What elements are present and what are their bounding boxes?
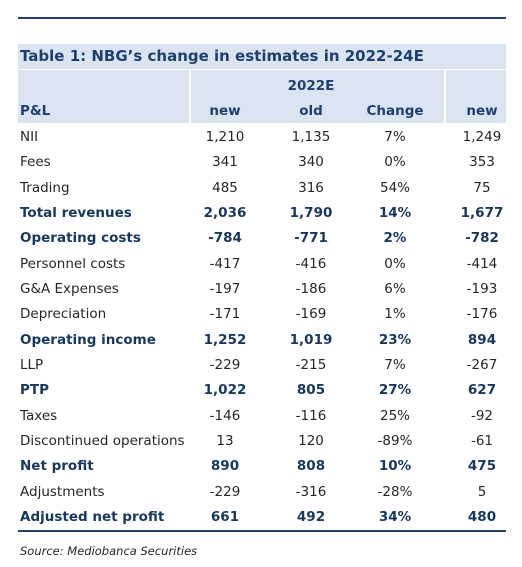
value-cell: 13 [216,432,234,449]
value-cell: -229 [209,483,241,500]
row-label: Adjustments [20,483,105,500]
value-cell: -171 [209,306,241,323]
value-cell: 0% [384,154,406,171]
value-cell: 894 [467,331,497,348]
value-cell: 1,790 [289,204,333,221]
row-label: Trading [20,179,70,196]
value-cell: -92 [470,407,494,424]
value-cell: 492 [296,508,326,525]
value-cell: 890 [210,458,240,475]
row-label: NII [20,129,39,145]
value-cell: 1,022 [203,382,247,399]
value-cell: 25% [379,407,411,424]
column-header: P&L [20,103,51,119]
value-cell: 0% [384,255,406,272]
row-label: Adjusted net profit [20,508,165,525]
top-rule [18,17,506,19]
header-divider [18,69,506,70]
value-cell: -267 [466,356,498,373]
value-cell: 627 [467,382,497,399]
column-divider [189,70,191,123]
value-cell: 1% [384,306,406,323]
header-band [18,44,506,123]
value-cell: -146 [209,407,241,424]
value-cell: -61 [470,432,494,449]
value-cell: 54% [379,179,411,196]
value-cell: 808 [296,458,326,475]
row-label: Net profit [20,458,94,475]
row-label: G&A Expenses [20,280,119,297]
value-cell: 316 [298,179,324,196]
value-cell: 353 [469,154,495,171]
value-cell: 340 [298,154,324,171]
row-label: LLP [20,356,44,373]
group-header: 2022E [287,78,335,94]
row-label: Depreciation [20,306,107,323]
value-cell: 34% [378,508,412,525]
value-cell: -169 [295,306,327,323]
value-cell: -414 [466,255,498,272]
row-label: Operating costs [20,230,141,247]
value-cell: 6% [384,280,406,297]
value-cell: -784 [208,230,242,247]
value-cell: 5 [477,483,487,500]
value-cell: 1,252 [203,331,247,348]
value-cell: -193 [466,280,498,297]
value-cell: 120 [298,432,324,449]
value-cell: 1,677 [460,204,504,221]
value-cell: 480 [467,508,497,525]
value-cell: -89% [377,432,413,449]
row-label: Discontinued operations [20,432,185,449]
value-cell: -186 [295,280,327,297]
row-label: Operating income [20,331,156,348]
value-cell: -116 [295,407,327,424]
table-title: Table 1: NBG’s change in estimates in 20… [20,47,424,65]
value-cell: 7% [384,129,406,145]
column-header: Change [366,103,424,119]
column-header: new [466,103,498,119]
value-cell: 475 [467,458,497,475]
value-cell: -316 [295,483,327,500]
value-cell: -176 [466,306,498,323]
value-cell: -417 [209,255,241,272]
value-cell: -782 [465,230,499,247]
row-label: Taxes [20,407,58,424]
value-cell: 2,036 [203,204,247,221]
row-label: Fees [20,154,51,171]
value-cell: 10% [378,458,412,475]
value-cell: 1,135 [291,129,331,145]
source-note: Source: Mediobanca Securities [20,544,198,558]
value-cell: 341 [212,154,238,171]
value-cell: 7% [384,356,406,373]
value-cell: -416 [295,255,327,272]
row-label: PTP [20,382,49,399]
value-cell: 1,019 [289,331,333,348]
value-cell: 2% [383,230,407,247]
row-label: Personnel costs [20,255,126,272]
value-cell: 805 [296,382,326,399]
value-cell: 27% [378,382,412,399]
value-cell: 23% [378,331,412,348]
value-cell: -197 [209,280,241,297]
value-cell: 14% [378,204,412,221]
value-cell: 485 [212,179,238,196]
column-header: old [299,103,323,119]
value-cell: 75 [473,179,491,196]
value-cell: -229 [209,356,241,373]
value-cell: 661 [210,508,240,525]
row-label: Total revenues [20,204,132,221]
column-divider [444,70,446,123]
value-cell: 1,210 [205,129,245,145]
bottom-rule [18,530,506,532]
column-header: new [209,103,241,119]
value-cell: -215 [295,356,327,373]
value-cell: 1,249 [462,129,502,145]
value-cell: -771 [294,230,328,247]
value-cell: -28% [377,483,413,500]
